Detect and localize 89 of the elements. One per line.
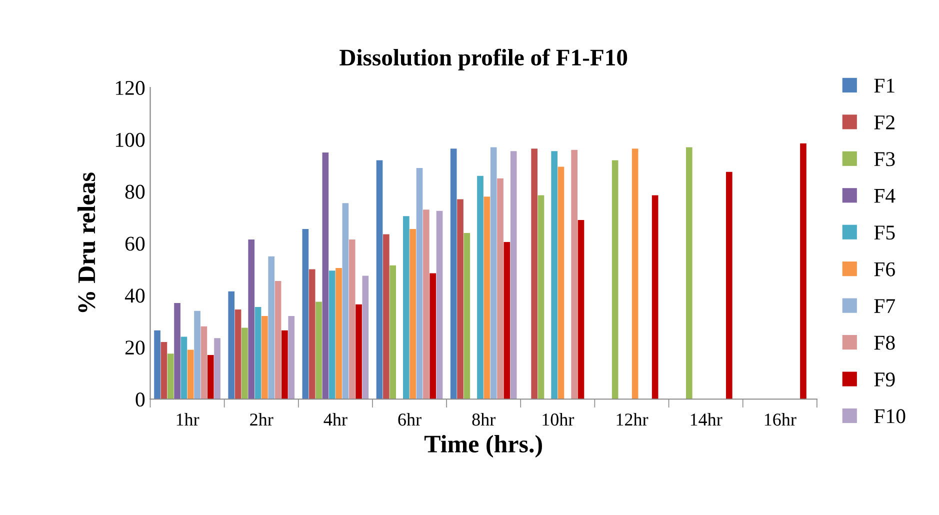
bar: [531, 148, 538, 400]
bar: [187, 350, 194, 400]
bar: [194, 310, 200, 400]
bar: [571, 150, 578, 400]
bar: [436, 210, 443, 400]
x-tick-label: 14hr: [690, 413, 722, 426]
chart-title: Dissolution profile of F1-F10: [340, 48, 628, 70]
bar: [160, 342, 168, 400]
bar: [410, 229, 416, 400]
bar: [497, 178, 504, 400]
bar: [510, 151, 517, 400]
bar: [214, 338, 220, 400]
y-tick-label: 0: [136, 392, 145, 407]
bar: [558, 166, 564, 400]
legend-label: F9: [874, 372, 895, 387]
y-tick-label: 60: [125, 236, 145, 251]
bar: [490, 147, 497, 400]
bar: [390, 265, 396, 400]
bar: [336, 268, 342, 400]
y-axis-title: % Dru releas: [78, 172, 96, 312]
bar: [504, 242, 510, 400]
x-axis-title: Time (hrs.): [424, 434, 542, 458]
bar: [254, 306, 262, 400]
bar: [167, 354, 174, 400]
legend-label: F7: [874, 299, 895, 313]
legend-label: F3: [874, 152, 895, 166]
y-tick-label: 40: [124, 288, 145, 303]
y-tick-label: 100: [116, 132, 145, 147]
bar: [423, 210, 430, 400]
legend-label: F6: [874, 262, 895, 276]
bar: [316, 302, 322, 400]
bar: [288, 316, 295, 400]
bar: [356, 304, 362, 400]
bar: [362, 276, 369, 400]
bar: [200, 326, 208, 400]
legend-label: F1: [874, 78, 894, 92]
bar: [632, 148, 638, 400]
bar: [180, 336, 188, 400]
x-tick-label: 2hr: [250, 413, 274, 426]
bar: [242, 328, 248, 400]
bar: [248, 239, 255, 400]
bar: [578, 220, 584, 400]
x-tick-label: 4hr: [324, 413, 348, 426]
y-tick-label: 80: [125, 184, 145, 199]
bar: [322, 152, 329, 400]
bar: [268, 256, 275, 400]
bar: [464, 232, 470, 400]
bar: [686, 147, 692, 400]
bar: [726, 172, 732, 400]
bar: [348, 239, 356, 400]
legend-label: F2: [874, 115, 894, 130]
bar: [538, 195, 544, 400]
bar: [274, 280, 282, 400]
bar: [403, 216, 410, 400]
bar: [652, 195, 658, 400]
y-tick-label: 20: [125, 340, 145, 355]
legend-label: F4: [874, 188, 896, 203]
bar: [174, 303, 180, 400]
bar: [262, 316, 268, 400]
bar: [342, 203, 349, 400]
legend-label: F8: [874, 336, 895, 350]
x-tick-label: 12hr: [616, 413, 648, 426]
bar: [234, 310, 242, 400]
bar: [450, 148, 457, 400]
x-tick-label: 6hr: [398, 413, 422, 426]
legend-label: F10: [874, 409, 906, 424]
x-tick-label: 10hr: [542, 413, 574, 426]
bar: [154, 330, 160, 400]
x-tick-label: 16hr: [764, 413, 796, 426]
bar: [383, 234, 390, 400]
x-tick-label: 1hr: [176, 413, 200, 426]
bar: [376, 160, 383, 400]
legend-label: F5: [874, 226, 895, 240]
bar: [457, 199, 464, 400]
bar: [551, 151, 558, 400]
x-tick-label: 8hr: [472, 413, 496, 426]
bar: [430, 273, 436, 400]
bar: [800, 143, 806, 400]
bar: [308, 269, 316, 400]
bar: [282, 330, 288, 400]
y-tick-label: 120: [116, 80, 145, 95]
bar: [612, 160, 618, 400]
bar: [302, 229, 309, 400]
bar: [416, 168, 423, 400]
bar: [484, 196, 490, 400]
bar: [228, 291, 235, 400]
bar: [477, 176, 484, 400]
bar: [207, 354, 214, 400]
bar: [328, 270, 336, 400]
